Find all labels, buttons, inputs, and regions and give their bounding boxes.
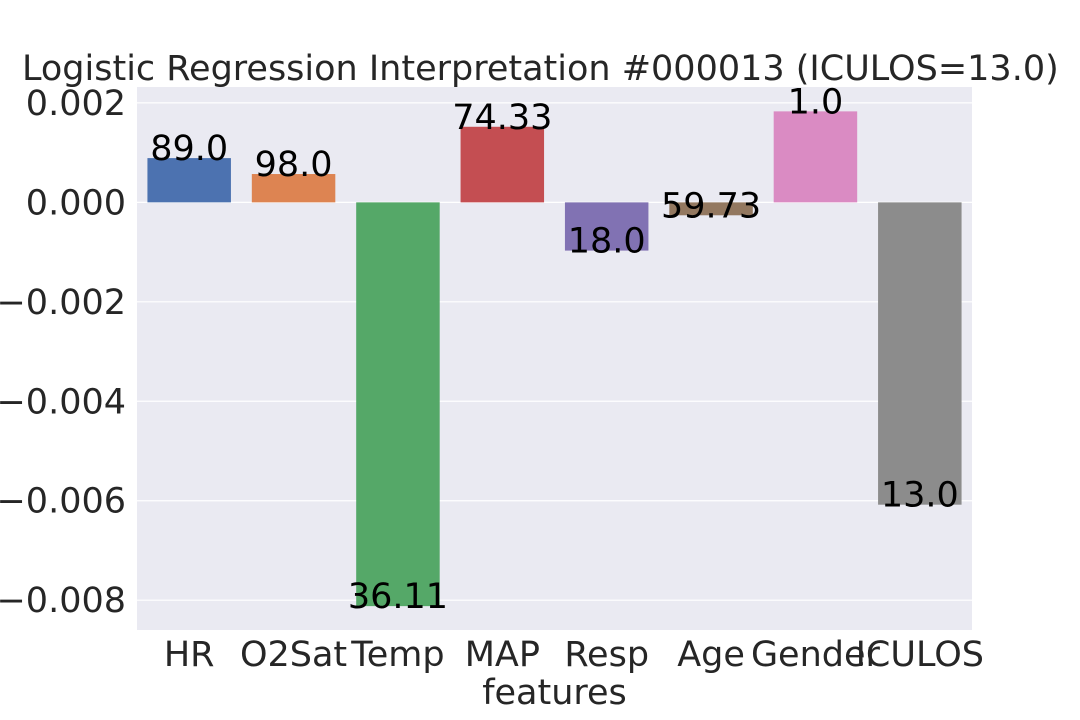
x-tick-label: Age	[677, 635, 745, 675]
x-tick-label: MAP	[465, 635, 540, 675]
y-tick-label: −0.008	[0, 581, 126, 621]
data-label: 36.11	[348, 577, 448, 617]
y-tick-label: −0.002	[0, 283, 126, 323]
bar-map	[460, 126, 545, 203]
data-label: 13.0	[881, 476, 959, 516]
y-tick-label: 0.002	[26, 84, 126, 124]
x-tick-label: Gender	[751, 635, 881, 675]
bar-hr	[147, 158, 231, 203]
data-labels: 89.0 98.0 36.11 74.33 18.0 59.73 1.0 13.0	[150, 82, 959, 617]
chart-title: Logistic Regression Interpretation #0000…	[22, 49, 1059, 89]
x-tick-label: O2Sat	[240, 635, 347, 675]
y-axis-ticks: 0.002 0.000 −0.002 −0.004 −0.006 −0.008	[0, 84, 126, 621]
bars	[147, 111, 962, 607]
x-tick-label: HR	[164, 635, 215, 675]
bar-iculos	[878, 202, 962, 505]
y-tick-label: −0.006	[0, 482, 126, 522]
bar-o2sat	[251, 174, 336, 203]
data-label: 74.33	[452, 98, 552, 138]
bar-gender	[773, 111, 858, 203]
x-tick-label: Temp	[350, 635, 444, 675]
bar-resp	[564, 202, 649, 251]
data-label: 18.0	[568, 222, 646, 262]
x-axis-label: features	[482, 673, 627, 713]
y-tick-label: 0.000	[26, 183, 126, 223]
data-label: 59.73	[661, 186, 761, 226]
x-tick-label: ICULOS	[856, 635, 984, 675]
data-label: 89.0	[150, 129, 228, 169]
y-tick-label: −0.004	[0, 382, 126, 422]
x-tick-label: Resp	[564, 635, 649, 675]
bar-temp	[356, 202, 440, 607]
bar-age	[669, 202, 753, 216]
data-label: 1.0	[788, 82, 844, 122]
data-label: 98.0	[255, 145, 333, 185]
